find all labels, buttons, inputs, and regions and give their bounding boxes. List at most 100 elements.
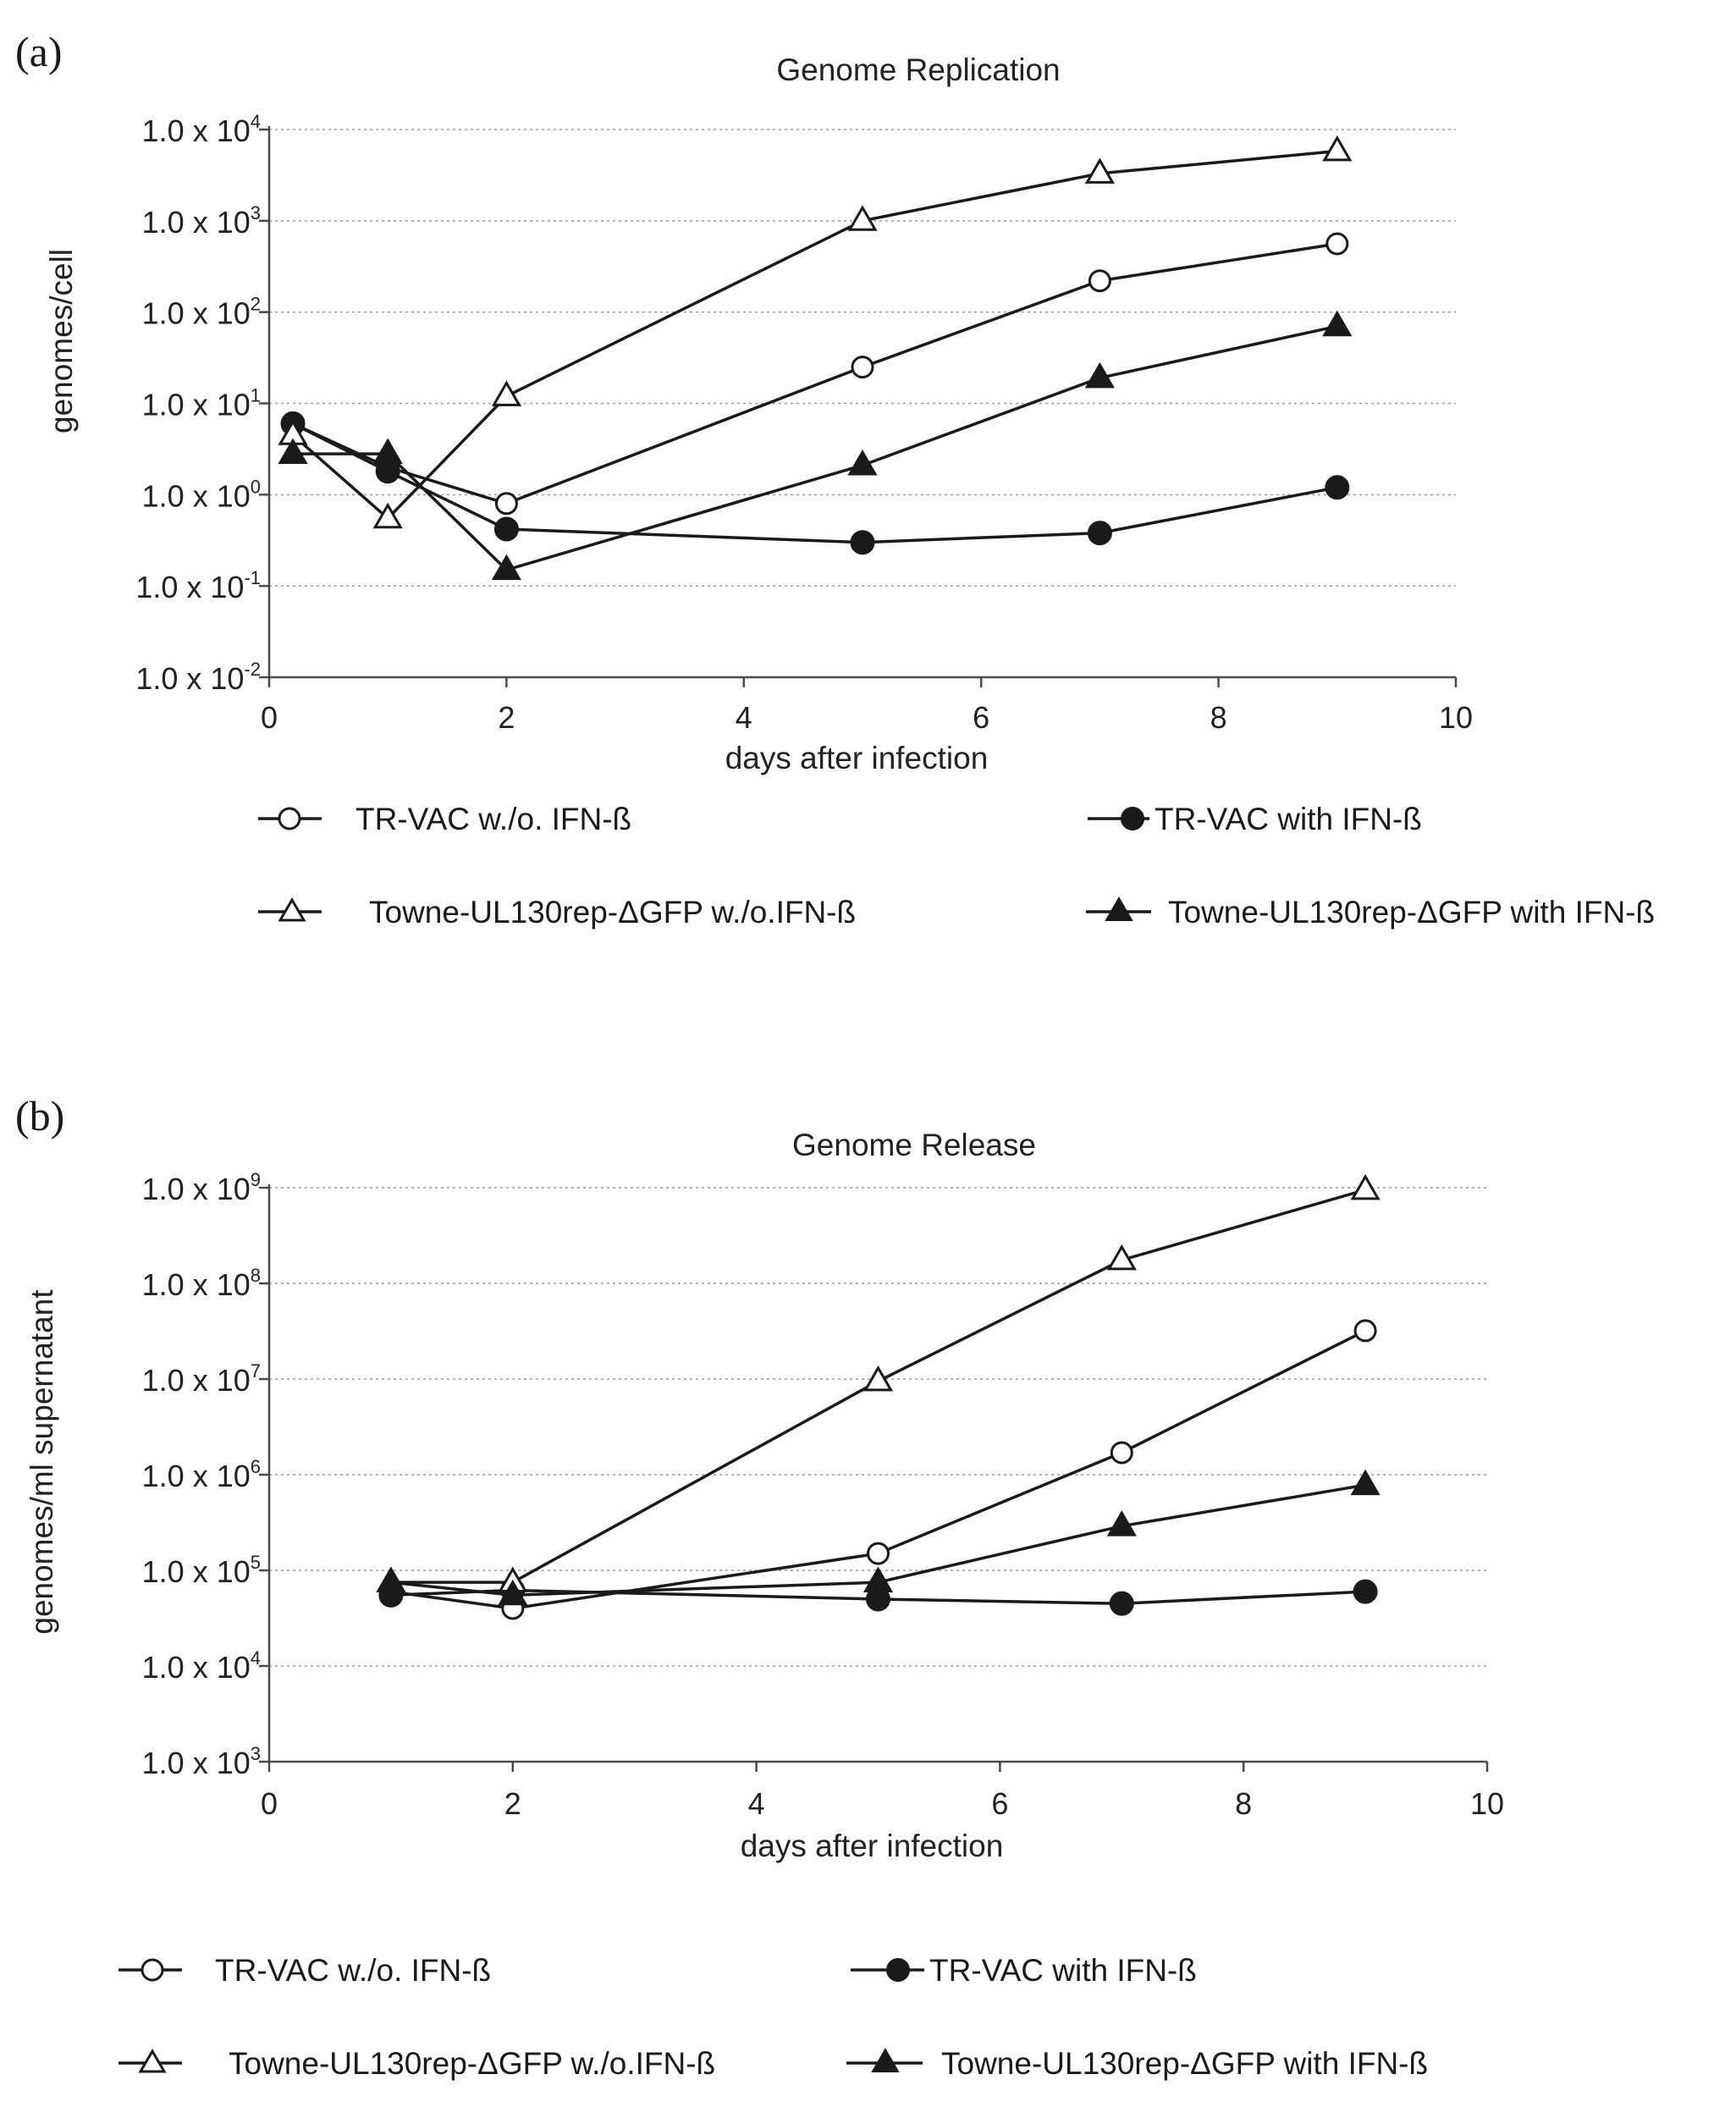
data-point-circle-filled	[850, 530, 875, 555]
legend-label: Towne-UL130rep-ΔGFP w./o.IFN-ß	[229, 2046, 715, 2081]
data-point-circle-filled	[1325, 475, 1350, 500]
axes-b	[267, 1184, 1487, 1763]
x-tick-label: 2	[498, 700, 515, 735]
open-circle-marker-icon	[278, 807, 301, 830]
data-point-circle-open	[1088, 269, 1111, 293]
data-point-circle-open	[851, 356, 874, 379]
filled-triangle-marker-icon	[871, 2047, 900, 2072]
data-point-triangle-filled	[1106, 1510, 1137, 1537]
data-point-triangle-open	[1322, 135, 1353, 162]
data-point-circle-filled	[493, 516, 519, 542]
data-point-triangle-filled	[376, 1566, 406, 1593]
data-point-circle-open	[1353, 1319, 1377, 1343]
series-line-2	[292, 422, 1338, 544]
x-tick-label: 6	[991, 1786, 1008, 1821]
legend-label: TR-VAC w./o. IFN-ß	[355, 802, 631, 836]
legend-label: TR-VAC with IFN-ß	[1155, 802, 1422, 836]
data-point-triangle-open	[1084, 157, 1115, 184]
y-tick-label: 1.0 x 102	[142, 294, 261, 331]
x-tick-label: 10	[1439, 700, 1473, 735]
y-tick-label: 1.0 x 103	[142, 1743, 261, 1780]
x-tick-label: 8	[1210, 700, 1227, 735]
series-line-3	[291, 149, 1337, 521]
data-point-triangle-open	[1350, 1173, 1381, 1200]
legend-a: TR-VAC w./o. IFN-ß TR-VAC with IFN-ß Tow…	[258, 802, 1655, 930]
y-tick-label: 1.0 x 109	[142, 1169, 261, 1206]
x-tick-label: 4	[748, 1786, 765, 1821]
y-tick-label: 1.0 x 104	[142, 1647, 261, 1685]
legend-b-item-towne-without-ifn: Towne-UL130rep-ΔGFP w./o.IFN-ß	[118, 2046, 715, 2081]
y-tick-label: 1.0 x 10-2	[135, 659, 261, 696]
y-tick-label: 1.0 x 101	[142, 385, 261, 422]
data-point-triangle-filled	[278, 438, 308, 465]
y-ticks-a: 1.0 x 10-2 1.0 x 10-1 1.0 x 100 1.0 x 101 1.…	[135, 111, 269, 696]
y-tick-label: 1.0 x 106	[142, 1456, 261, 1493]
legend-b-item-tr-vac-with-ifn: TR-VAC with IFN-ß	[851, 1953, 1197, 1988]
legend-a-item-tr-vac-with-ifn: TR-VAC with IFN-ß	[1088, 802, 1422, 836]
open-triangle-marker-icon	[278, 897, 306, 922]
data-point-circle-open	[494, 492, 518, 516]
x-axis-label-b: days after infection	[741, 1829, 1004, 1863]
data-point-triangle-open	[372, 502, 403, 529]
data-point-circle-open	[1110, 1441, 1133, 1465]
x-tick-label: 10	[1470, 1786, 1504, 1821]
data-point-circle-filled	[1353, 1579, 1378, 1604]
y-axis-label-a: genomes/cell	[44, 249, 79, 433]
y-tick-label: 1.0 x 103	[142, 202, 261, 240]
x-ticks-b: 0 2 4 6 8 10	[261, 1762, 1504, 1821]
data-point-circle-open	[1325, 232, 1349, 256]
legend-b: TR-VAC w./o. IFN-ß TR-VAC with IFN-ß Tow…	[118, 1953, 1428, 2081]
data-point-triangle-filled	[847, 449, 878, 476]
x-tick-label: 0	[261, 700, 278, 735]
y-ticks-b: 1.0 x 103 1.0 x 104 1.0 x 105 1.0 x 106 1.0 …	[142, 1169, 269, 1780]
x-tick-label: 2	[504, 1786, 521, 1821]
x-ticks-a: 0 2 4 6 8 10	[261, 677, 1473, 735]
data-point-triangle-filled	[1084, 361, 1115, 389]
data-point-triangle-open	[491, 380, 521, 406]
panel-label-a: (a)	[15, 28, 63, 75]
open-circle-marker-icon	[141, 1958, 164, 1982]
data-point-triangle-filled	[1322, 310, 1353, 337]
data-point-triangle-filled	[498, 1579, 528, 1606]
data-point-triangle-open	[847, 205, 878, 231]
data-point-triangle-filled	[862, 1566, 894, 1593]
legend-b-item-towne-with-ifn: Towne-UL130rep-ΔGFP with IFN-ß	[846, 2046, 1428, 2081]
series-b	[376, 1173, 1381, 1620]
chart-title-b: Genome Release	[792, 1128, 1036, 1162]
legend-label: TR-VAC w./o. IFN-ß	[215, 1953, 491, 1988]
data-point-triangle-filled	[491, 554, 521, 581]
data-point-circle-filled	[1109, 1591, 1134, 1616]
x-tick-label: 4	[736, 700, 752, 735]
data-point-triangle-open	[862, 1365, 894, 1392]
y-axis-label-b: genomes/ml supernatant	[25, 1289, 59, 1635]
data-point-circle-open	[867, 1542, 890, 1565]
open-triangle-marker-icon	[138, 2049, 167, 2073]
chart-title-a: Genome Replication	[776, 52, 1060, 87]
filled-triangle-marker-icon	[1105, 896, 1133, 921]
y-tick-label: 1.0 x 108	[142, 1265, 261, 1302]
legend-label: TR-VAC with IFN-ß	[929, 1953, 1197, 1988]
y-tick-label: 1.0 x 100	[142, 476, 261, 513]
filled-circle-marker-icon	[1121, 807, 1144, 830]
panel-a-genome-replication: (a) Genome Replication genomes/cell days…	[15, 28, 1655, 930]
panel-b-genome-release: (b) Genome Release genomes/ml supernatan…	[15, 1092, 1504, 2081]
data-point-triangle-filled	[1350, 1469, 1381, 1496]
legend-a-item-towne-with-ifn: Towne-UL130rep-ΔGFP with IFN-ß	[1086, 895, 1655, 930]
legend-label: Towne-UL130rep-ΔGFP with IFN-ß	[941, 2046, 1428, 2081]
legend-a-item-towne-without-ifn: Towne-UL130rep-ΔGFP w./o.IFN-ß	[258, 895, 856, 930]
x-tick-label: 0	[261, 1786, 278, 1821]
series-line-1	[292, 242, 1338, 505]
y-tick-label: 1.0 x 10-1	[135, 567, 261, 604]
legend-a-item-tr-vac-without-ifn: TR-VAC w./o. IFN-ß	[258, 802, 631, 836]
panel-label-b: (b)	[15, 1092, 64, 1139]
gridlines-b	[269, 1187, 1487, 1667]
legend-label: Towne-UL130rep-ΔGFP w./o.IFN-ß	[369, 895, 856, 930]
filled-circle-marker-icon	[886, 1958, 910, 1982]
data-point-triangle-filled	[372, 438, 403, 465]
x-axis-label-a: days after infection	[725, 741, 989, 775]
x-tick-label: 6	[973, 700, 989, 735]
series-line-4	[293, 324, 1338, 572]
data-point-triangle-open	[1106, 1244, 1137, 1271]
legend-b-item-tr-vac-without-ifn: TR-VAC w./o. IFN-ß	[118, 1953, 491, 1988]
